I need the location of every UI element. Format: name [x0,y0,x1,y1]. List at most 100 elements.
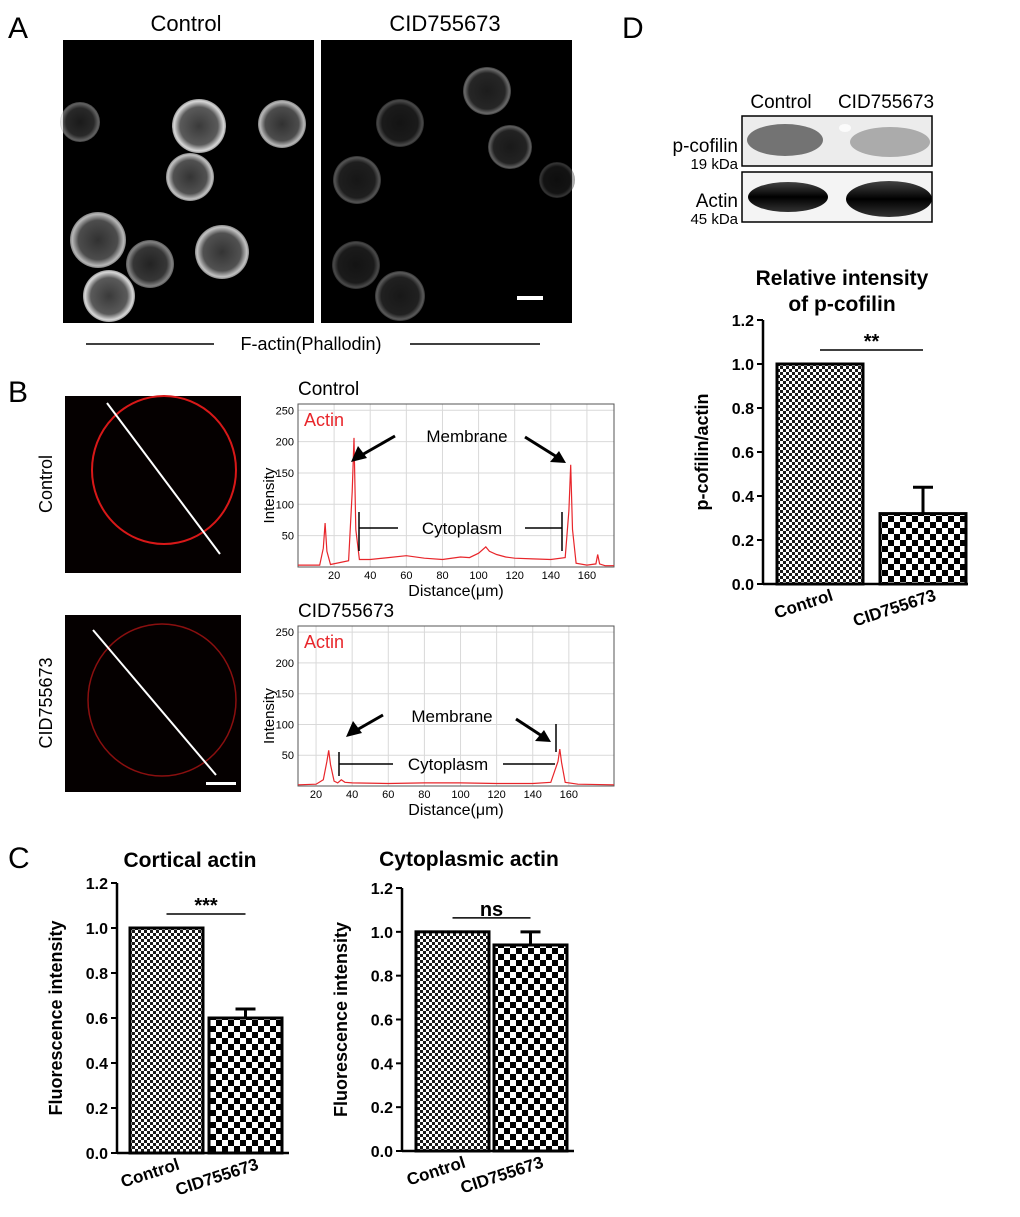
chart-title: of p-cofilin [788,293,895,316]
micrograph-control [60,40,314,323]
x-tick-label: 20 [310,789,322,801]
panel-letter-b: B [8,376,28,409]
y-tick-label: 0.6 [732,445,754,462]
membrane-label-cid: Membrane [411,707,492,726]
x-tick-label: 40 [346,789,358,801]
y-tick-label: 0.4 [732,489,754,506]
y-tick-label: 0.8 [371,969,393,986]
series-label-actin: Actin [304,410,344,430]
annotations-control: Membrane Cytoplasm [351,427,566,551]
bar-control [128,926,205,1155]
y-tick-label: 0.8 [732,401,754,418]
y-tick-label: 0.4 [371,1056,393,1073]
micrograph-cid755673 [321,40,575,323]
y-tick-label: 0.2 [732,533,754,550]
y-axis-label: Intensity [261,688,278,744]
x-tick-label: CID755673 [173,1155,261,1200]
x-tick-label: 160 [560,789,578,801]
y-tick-label: 150 [276,468,294,480]
x-tick-label: 140 [524,789,542,801]
row-label-control: Control [36,455,56,513]
x-axis-label: Distance(μm) [408,583,503,600]
significance-marker: *** [194,895,218,917]
cytoplasm-label-control: Cytoplasm [422,519,502,538]
x-tick-label: 120 [506,570,524,582]
bar-control [414,930,491,1153]
x-axis-label: Distance(μm) [408,802,503,819]
bar-cid755673 [207,1016,284,1155]
y-tick-label: 0.6 [86,1011,108,1028]
y-tick-label: 150 [276,689,294,701]
membrane-label-control: Membrane [426,427,507,446]
plot-frame [297,625,615,787]
blot-pcofilin [741,115,933,167]
y-tick-label: 100 [276,719,294,731]
blot-band-name-pcofilin: p-cofilin [673,136,738,157]
y-tick-label: 100 [276,499,294,511]
y-tick-label: 1.0 [86,921,108,938]
y-tick-label: 50 [282,531,294,543]
x-tick-label: CID755673 [851,586,939,631]
y-tick-label: 0.4 [86,1056,108,1073]
chart-title: Relative intensity [756,267,929,290]
panel-d: Control CID755673 p-cofilin 19 kDa Actin… [673,92,935,228]
blot-actin [741,171,933,223]
x-tick-label: 140 [542,570,560,582]
annotations-cid755673: Membrane Cytoplasm [338,707,557,776]
x-tick-label: Control [404,1153,467,1190]
x-tick-label: 120 [487,789,505,801]
x-tick-label: 80 [418,789,430,801]
y-tick-label: 250 [276,627,294,639]
cytoplasm-label-cid: Cytoplasm [408,755,488,774]
y-tick-label: 200 [276,437,294,449]
row-label-cid755673: CID755673 [36,657,56,748]
x-tick-label: 60 [382,789,394,801]
x-tick-label: 40 [364,570,376,582]
y-tick-label: 50 [282,750,294,762]
panel-letter-c: C [8,842,30,875]
blot-band-name-actin: Actin [696,191,738,212]
x-tick-label: 160 [578,570,596,582]
y-tick-label: 1.0 [371,925,393,942]
blot-lane-control: Control [750,92,811,113]
chart-title: Cytoplasmic actin [379,848,559,871]
y-tick-label: 0.2 [86,1101,108,1118]
bar-cid755673 [878,512,968,586]
plot-frame [297,403,615,568]
x-tick-label: Control [118,1155,181,1192]
panel-letter-a: A [8,12,28,45]
significance-marker: ** [864,331,880,353]
cell-image-cid755673 [65,615,241,792]
x-tick-label: Control [772,586,835,623]
profile-title: Control [298,379,359,400]
y-tick-label: 0.0 [371,1144,393,1161]
scale-bar-b [206,782,236,785]
y-tick-label: 0.0 [86,1146,108,1163]
blot-band-size-actin: 45 kDa [690,211,738,228]
x-tick-label: 20 [328,570,340,582]
cell-image-control [65,395,241,573]
bar-control [775,362,865,586]
bar-chart-p-cofilin: 0.0 0.2 0.4 0.6 0.8 1.0 1.2 Control CID755673 ** R… [692,267,968,630]
stain-label: F-actin(Phallodin) [240,334,381,354]
x-tick-label: 60 [400,570,412,582]
y-axis-label: p-cofilin/actin [692,394,712,511]
y-tick-label: 0.8 [86,966,108,983]
blot-band-size-pcofilin: 19 kDa [690,156,738,173]
condition-label-cid: CID755673 [389,11,500,36]
panel-a: Control CID755673 F-actin(Phallodin) [60,11,575,354]
y-tick-label: 1.0 [732,357,754,374]
bar-cid755673 [492,943,569,1153]
y-tick-label: 250 [276,405,294,417]
y-tick-label: 0.2 [371,1100,393,1117]
x-tick-label: 100 [451,789,469,801]
y-tick-label: 1.2 [371,881,393,898]
y-axis-label: Fluorescence intensity [331,922,351,1117]
x-tick-label: 100 [469,570,487,582]
chart-title: Cortical actin [123,849,256,872]
x-tick-label: CID755673 [458,1153,546,1198]
x-tick-label: 80 [436,570,448,582]
